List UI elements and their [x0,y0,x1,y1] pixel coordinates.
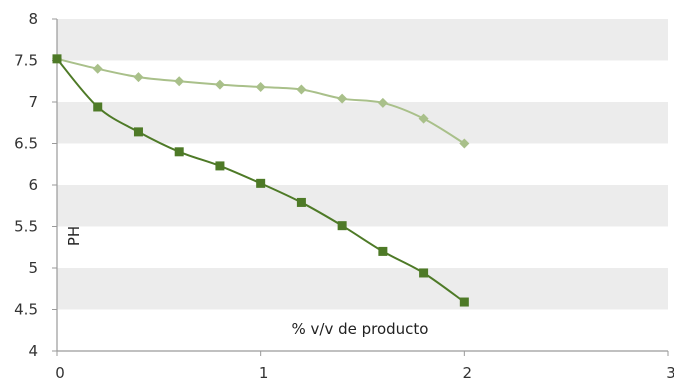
y-tick-label: 6.5 [14,135,38,153]
data-point-diamond [214,79,225,90]
y-tick-label: 5 [28,259,38,277]
data-point-diamond [174,76,185,87]
data-point-square [459,297,469,307]
x-tick-label: 1 [259,364,269,382]
data-point-square [133,127,143,137]
tick-labels: 4 4.5 5 5.5 6 6.5 7 7.5 8 0 1 2 3 [14,10,674,382]
data-point-diamond [255,82,266,93]
data-point-square [337,221,347,231]
x-tick-label: 2 [463,364,473,382]
data-point-diamond [418,113,429,124]
grid-bands [57,19,668,310]
data-point-square [174,147,184,157]
grid-band [57,102,668,144]
data-point-diamond [337,93,348,104]
data-point-square [256,178,266,188]
y-tick-label: 8 [28,10,38,28]
data-point-diamond [92,63,103,74]
data-point-square [93,102,103,112]
y-axis-title: PH [65,226,83,246]
y-tick-label: 7 [28,93,38,111]
grid-band [57,185,668,227]
grid-band [57,19,668,61]
series-2 [52,54,469,307]
data-point-square [296,197,306,207]
grid-band [57,268,668,310]
y-tick-label: 4.5 [14,301,38,319]
data-point-diamond [459,138,470,149]
y-tick-label: 7.5 [14,52,38,70]
data-point-square [419,268,429,278]
data-point-square [378,246,388,256]
data-point-square [52,54,62,64]
data-point-diamond [377,97,388,108]
x-tick-label: 3 [666,364,674,382]
y-tick-label: 6 [28,176,38,194]
series-layer [52,53,470,307]
x-axis-title: % v/v de producto [292,320,429,338]
y-tick-label: 4 [28,342,38,360]
x-tick-label: 0 [55,364,65,382]
data-point-diamond [133,72,144,83]
y-tick-label: 5.5 [14,218,38,236]
data-point-diamond [296,84,307,95]
data-point-square [215,161,225,171]
